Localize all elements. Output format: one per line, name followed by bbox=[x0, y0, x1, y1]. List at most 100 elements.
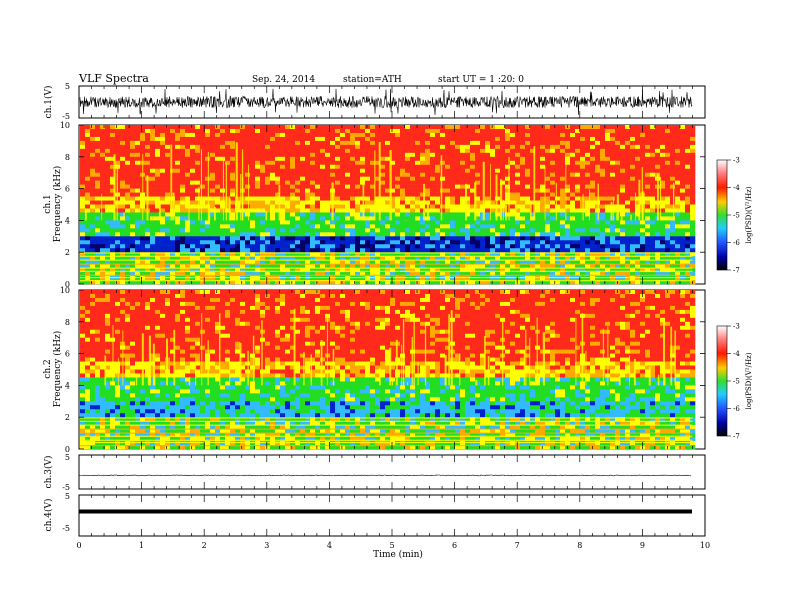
ch1-spectrogram-cell bbox=[120, 136, 126, 142]
ch1-spectrogram-cell bbox=[405, 128, 411, 134]
ch1-spectrogram-cell bbox=[190, 236, 196, 241]
ch1-spectrogram-cell bbox=[470, 216, 476, 221]
ch1-spectrogram-cell bbox=[115, 152, 121, 158]
ch1-spectrogram-cell bbox=[420, 168, 426, 173]
ch1-spectrogram-cell bbox=[90, 276, 96, 281]
ch1-spectrogram-cell bbox=[570, 136, 576, 142]
ch1-spectrogram-cell bbox=[675, 240, 681, 245]
ch1-spectrogram-cell bbox=[165, 196, 171, 201]
ch1-spectrogram-cell bbox=[670, 232, 676, 237]
ch1-spectrogram-cell bbox=[660, 172, 666, 177]
ch1-spectrogram-cell bbox=[420, 180, 426, 185]
ch1-spectrogram-cell bbox=[320, 136, 326, 142]
ch1-spectrogram-cell bbox=[425, 264, 431, 269]
ch1-spectrogram-cell bbox=[175, 196, 181, 201]
ch1-spectrogram-cell bbox=[550, 252, 556, 257]
ch1-spectrogram-cell bbox=[100, 144, 106, 150]
ch1-spectrogram-cell bbox=[150, 236, 156, 241]
ch1-spectrogram-cell bbox=[190, 208, 196, 213]
ch1-spectrogram-cell bbox=[435, 180, 441, 185]
ch1-spectrogram-cell bbox=[565, 192, 571, 197]
ch1-spectrogram-cell bbox=[385, 220, 391, 225]
ch1-spectrogram-cell bbox=[330, 280, 336, 285]
ch1-spectrogram-cell bbox=[610, 164, 616, 170]
ch1-spectrogram-cell bbox=[615, 140, 621, 146]
ch1-spectrogram-cell bbox=[520, 140, 526, 146]
ch1-spectrogram-cell bbox=[360, 132, 366, 138]
ch1-spectrogram-cell bbox=[395, 192, 401, 197]
ch1-spectrogram-cell bbox=[120, 180, 126, 185]
ch1-spectrogram-cell bbox=[625, 152, 631, 158]
ch1-spectrogram-cell bbox=[390, 176, 396, 181]
ch1-spectrogram-cell bbox=[630, 176, 636, 181]
ch1-spectrogram-cell bbox=[530, 256, 536, 261]
ch1-spectrogram-cell bbox=[510, 224, 516, 229]
ch1-spectrogram-cell bbox=[665, 236, 671, 241]
ch1-spectrogram-cell bbox=[180, 280, 186, 285]
ch1-spectrogram-cell bbox=[335, 224, 341, 229]
ch1-spectrogram-cell bbox=[170, 264, 176, 269]
ch1-spectrogram-cell bbox=[260, 228, 266, 233]
ch1-spectrogram-cell bbox=[290, 192, 296, 197]
ch1-spectrogram-cell bbox=[285, 148, 291, 154]
ch1-spectrogram-cell bbox=[95, 160, 101, 166]
ch1-spectrogram-cell bbox=[445, 200, 451, 205]
ch1-spectrogram-cell bbox=[630, 160, 636, 166]
ch1-spectrogram-cell bbox=[560, 244, 566, 249]
ch1-spectrogram-cell bbox=[470, 136, 476, 142]
ch1-spectrogram-cell bbox=[690, 208, 696, 213]
ch1-spectrogram-cell bbox=[450, 208, 456, 213]
ch1-spectrogram-cell bbox=[660, 228, 666, 233]
ch1-spectrogram-cell bbox=[120, 200, 126, 205]
ch1-spectrogram-cell bbox=[610, 152, 616, 158]
ch1-spectrogram-cell bbox=[370, 280, 376, 285]
ch1-spectrogram-cell bbox=[320, 132, 326, 138]
ch1-spectrogram-cell bbox=[415, 184, 421, 189]
ch1-spectrogram-cell bbox=[485, 180, 491, 185]
ch1-spectrogram-cell bbox=[370, 200, 376, 205]
ch1-spectrogram-cell bbox=[150, 248, 156, 253]
ch1-spectrogram-cell bbox=[80, 244, 86, 249]
ch1-spectrogram-cell bbox=[510, 248, 516, 253]
ch1-spectrogram-cell bbox=[290, 156, 296, 162]
ch1-spectrogram-cell bbox=[230, 280, 236, 285]
ch1-spectrogram-cell bbox=[125, 140, 131, 146]
ch1-spectrogram-cell bbox=[190, 200, 196, 205]
ch1-spectrogram-cell bbox=[410, 148, 416, 154]
ch1-spectrogram-cell bbox=[435, 236, 441, 241]
ch1-spectrogram-cell bbox=[420, 280, 426, 285]
ch1-spectrogram-cell bbox=[515, 180, 521, 185]
ch1-spectrogram-cell bbox=[655, 132, 661, 138]
ch1-spectrogram-cell bbox=[675, 125, 681, 130]
ch1-spectrogram-cell bbox=[355, 276, 361, 281]
ch1-spectrogram-cell bbox=[115, 125, 121, 130]
ch1-spectrogram-cell bbox=[275, 192, 281, 197]
ch1-spectrogram-cell bbox=[390, 136, 396, 142]
ch1-spectrogram-cell bbox=[485, 208, 491, 213]
ch1-spectrogram-cell bbox=[115, 156, 121, 162]
ch1-spectrogram-cell bbox=[660, 156, 666, 162]
ch1-spectrogram-cell bbox=[650, 252, 656, 257]
ch1-spectrogram-cell bbox=[120, 152, 126, 158]
ch1-spectrogram-cell bbox=[385, 136, 391, 142]
ch1-spectrogram-cell bbox=[465, 232, 471, 237]
ch1-spectrogram-cell bbox=[635, 136, 641, 142]
ch1-spectrogram-cell bbox=[215, 276, 221, 281]
ch1-spectrogram-cell bbox=[585, 172, 591, 177]
ch1-spectrogram-cell bbox=[150, 276, 156, 281]
ch1-spectrogram-cell bbox=[245, 212, 251, 217]
ch1-spectrogram-cell bbox=[535, 164, 541, 170]
ch1-spectrogram-cell bbox=[275, 244, 281, 249]
ch1-spectrogram-cell bbox=[465, 152, 471, 158]
ch1-spectrogram-cell bbox=[335, 252, 341, 257]
ch1-spectrogram-cell bbox=[300, 168, 306, 173]
ch1-spectrogram-cell bbox=[490, 140, 496, 146]
ch1-spectrogram-cell bbox=[675, 268, 681, 273]
ch1-spectrogram-cell bbox=[295, 184, 301, 189]
ch1-spectrogram-cell bbox=[565, 256, 571, 261]
ch1-spectrogram-cell bbox=[575, 184, 581, 189]
ch1-spectrogram-cell bbox=[660, 240, 666, 245]
ch1-spectrogram-cell bbox=[210, 208, 216, 213]
ch1-spectrogram-cell bbox=[560, 180, 566, 185]
ch1-spectrogram-cell bbox=[290, 260, 296, 265]
